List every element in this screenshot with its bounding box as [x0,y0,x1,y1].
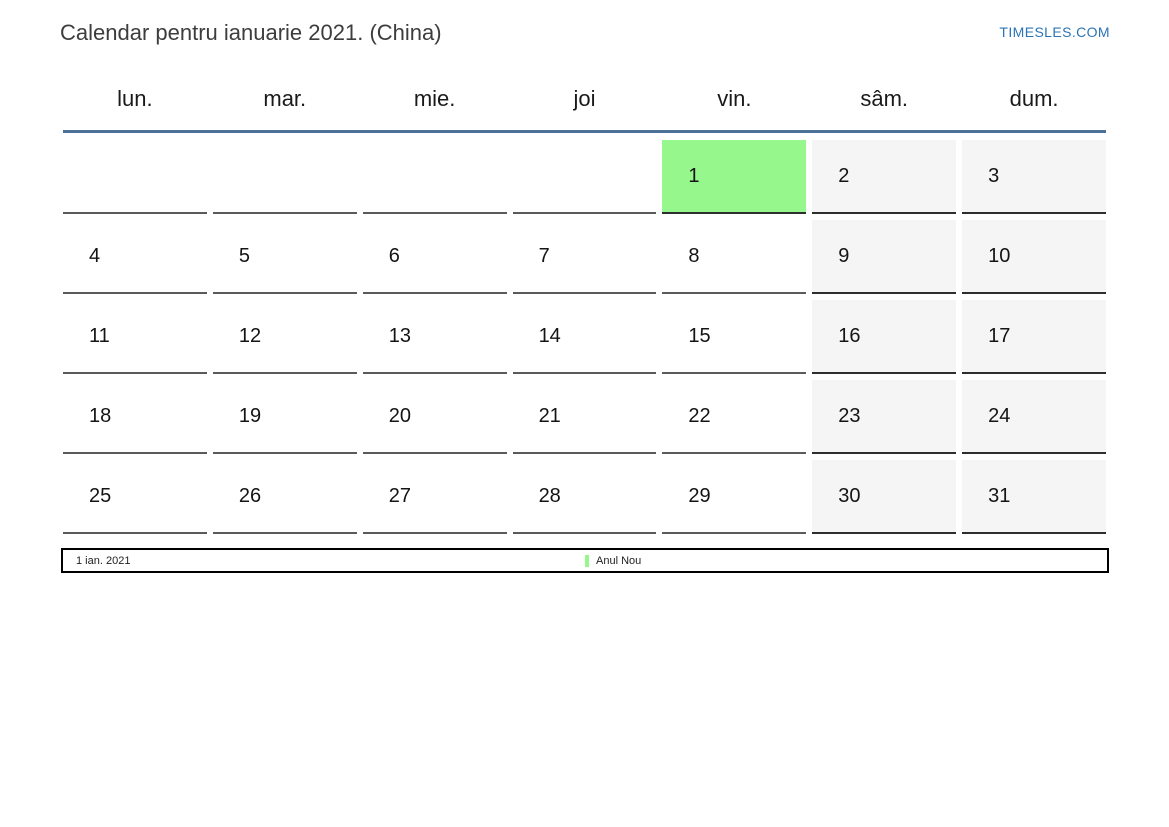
weekday-label-thu: joi [573,86,596,111]
legend-date: 1 ian. 2021 [76,554,131,567]
site-link[interactable]: TIMESLES.COM [999,24,1110,40]
header-underline [63,130,1106,133]
day-cell-9: 9 [812,220,957,294]
empty-cell [362,140,507,214]
day-cell-16: 16 [812,300,957,374]
day-cell-8: 8 [662,220,807,294]
calendar-grid: 1 2 3 4 5 6 7 8 9 10 11 12 13 14 15 16 17 18 19 20 21 22 23 24 2… [63,140,1106,534]
weekday-label-tue: mar. [263,86,307,111]
day-cell-18: 18 [63,380,207,454]
day-cell-17: 17 [962,300,1106,374]
day-cell-22: 22 [662,380,807,454]
weekday-header-row: lun. mar. mie. joi vin. sâm. dum. [63,86,1106,130]
legend-holiday-entry: Anul Nou [585,554,642,567]
weekday-label-sat: sâm. [860,86,909,111]
day-cell-5: 5 [212,220,357,294]
day-cell-23: 23 [812,380,957,454]
day-cell-11: 11 [63,300,207,374]
day-cell-7: 7 [512,220,657,294]
day-cell-3: 3 [962,140,1106,214]
empty-cell [512,140,657,214]
day-cell-4: 4 [63,220,207,294]
holiday-marker-icon [585,554,589,567]
day-cell-13: 13 [362,300,507,374]
day-cell-21: 21 [512,380,657,454]
weekday-label-mon: lun. [117,86,153,111]
page-title: Calendar pentru ianuarie 2021. (China) [60,20,442,45]
day-cell-10: 10 [962,220,1106,294]
day-cell-30: 30 [812,460,957,534]
weekday-label-sun: dum. [1009,86,1059,111]
day-cell-12: 12 [212,300,357,374]
legend-bar: 1 ian. 2021 Anul Nou [61,548,1109,573]
day-cell-15: 15 [662,300,807,374]
day-cell-29: 29 [662,460,807,534]
day-cell-19: 19 [212,380,357,454]
day-cell-2: 2 [812,140,957,214]
empty-cell [212,140,357,214]
day-cell-25: 25 [63,460,207,534]
day-cell-14: 14 [512,300,657,374]
day-cell-28: 28 [512,460,657,534]
day-cell-27: 27 [362,460,507,534]
day-cell-24: 24 [962,380,1106,454]
day-cell-31: 31 [962,460,1106,534]
empty-cell [63,140,207,214]
day-cell-20: 20 [362,380,507,454]
day-cell-6: 6 [362,220,507,294]
day-cell-1: 1 [662,140,807,214]
legend-holiday-label: Anul Nou [596,554,642,567]
weekday-label-fri: vin. [717,86,752,111]
day-cell-26: 26 [212,460,357,534]
weekday-label-wed: mie. [413,86,456,111]
